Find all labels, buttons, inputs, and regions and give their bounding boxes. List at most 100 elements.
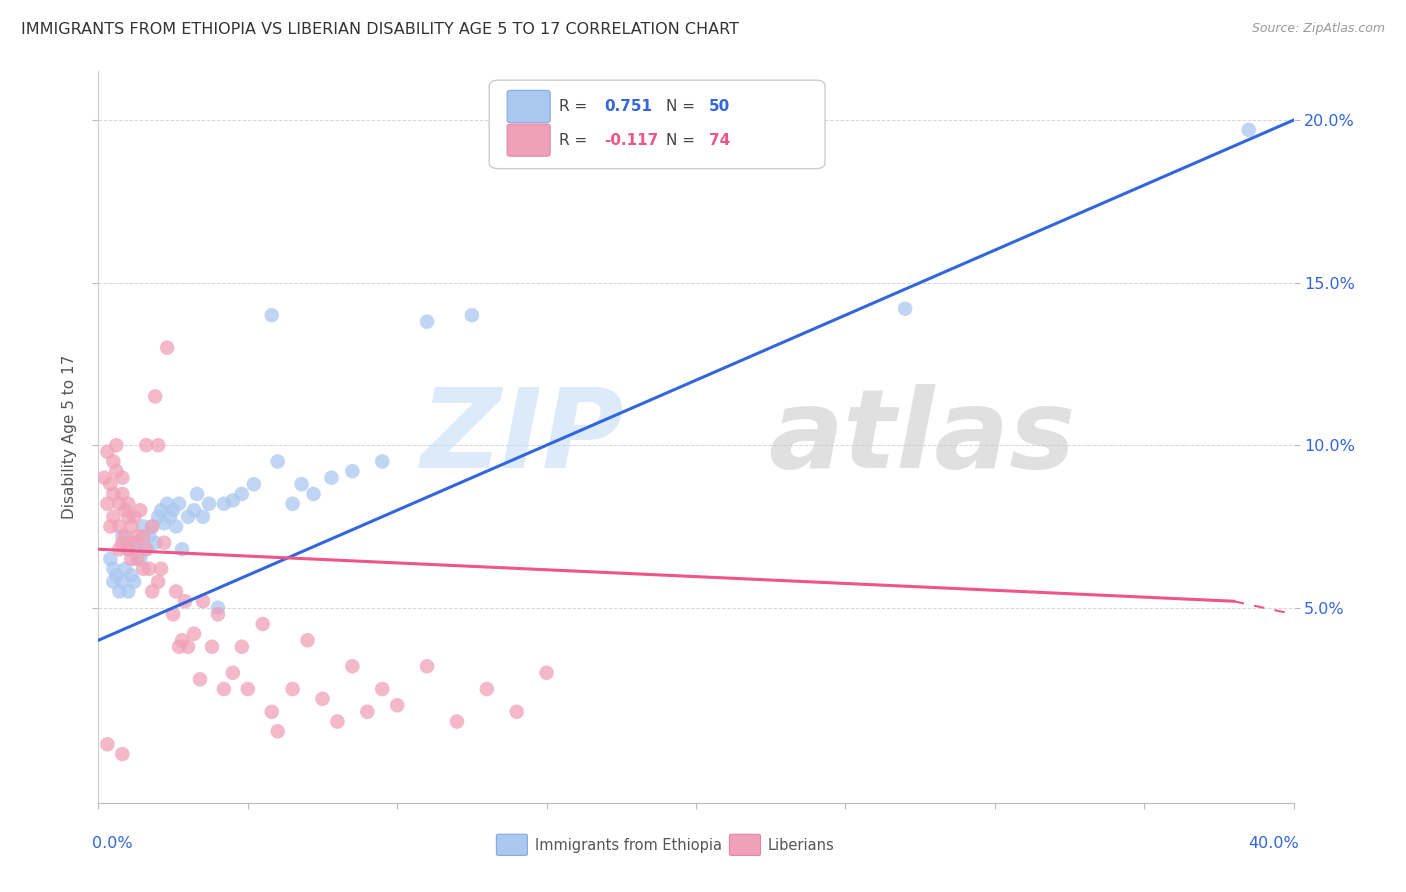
Point [108,542,131,557]
Point [291,477,314,491]
Point [103,487,125,501]
Point [188,673,211,687]
Point [138,562,160,576]
Point [114,562,136,576]
Point [98,519,122,533]
Point [135,542,157,557]
Point [1237,123,1260,137]
Point [153,535,176,549]
Point [132,562,155,576]
Point [172,633,194,648]
FancyBboxPatch shape [489,80,825,169]
Point [162,607,184,622]
Point [103,562,125,576]
Point [93,471,115,485]
Point [127,529,149,543]
Point [117,542,139,557]
Text: Source: ZipAtlas.com: Source: ZipAtlas.com [1251,22,1385,36]
Point [475,681,498,696]
Point [356,705,378,719]
Text: 0.751: 0.751 [605,99,652,114]
Text: 0.0%: 0.0% [93,836,134,851]
Text: 50: 50 [709,99,730,114]
Point [281,681,304,696]
Point [124,535,146,549]
Text: 74: 74 [709,133,730,147]
Point [111,471,134,485]
Point [198,497,221,511]
Text: IMMIGRANTS FROM ETHIOPIA VS LIBERIAN DISABILITY AGE 5 TO 17 CORRELATION CHART: IMMIGRANTS FROM ETHIOPIA VS LIBERIAN DIS… [21,22,740,37]
Point [124,509,146,524]
Point [111,529,134,543]
Point [260,705,283,719]
Point [111,535,134,549]
Point [114,529,136,543]
Text: -0.117: -0.117 [605,133,658,147]
Text: atlas: atlas [768,384,1076,491]
Point [120,519,142,533]
Point [236,681,259,696]
Point [141,519,163,533]
Point [191,594,214,608]
Point [148,574,170,589]
Point [124,574,146,589]
Point [105,438,128,452]
Point [177,640,200,654]
Point [281,497,304,511]
Point [103,574,125,589]
Point [98,552,122,566]
Point [141,519,163,533]
Point [326,714,349,729]
Point [536,665,558,680]
Point [127,535,149,549]
Text: Immigrants from Ethiopia: Immigrants from Ethiopia [534,838,721,853]
Point [321,471,343,485]
Point [111,747,134,761]
Point [150,562,173,576]
Point [148,509,170,524]
Point [165,519,187,533]
Point [117,542,139,557]
Point [506,705,529,719]
Point [117,497,139,511]
Point [297,633,319,648]
Y-axis label: Disability Age 5 to 17: Disability Age 5 to 17 [62,355,77,519]
Point [311,691,333,706]
Point [267,454,290,468]
Point [111,574,134,589]
Text: 40.0%: 40.0% [1249,836,1299,851]
Point [132,529,155,543]
Point [153,516,176,531]
Point [260,308,283,322]
Point [132,519,155,533]
Point [231,487,253,501]
Point [207,607,229,622]
Point [108,497,131,511]
Point [231,640,253,654]
Point [135,542,157,557]
Point [177,509,200,524]
Point [894,301,917,316]
Point [416,659,439,673]
Point [461,308,484,322]
Text: R =: R = [558,99,592,114]
Point [156,341,179,355]
Point [252,617,274,632]
Point [108,519,131,533]
Point [143,535,166,549]
Point [207,600,229,615]
Point [167,497,190,511]
Point [141,584,163,599]
Point [167,640,190,654]
Point [183,503,205,517]
Point [267,724,290,739]
Point [162,503,184,517]
Point [98,477,122,491]
Point [174,594,197,608]
Point [105,464,128,478]
Point [117,509,139,524]
Point [342,464,364,478]
Point [129,552,152,566]
Text: Liberians: Liberians [768,838,834,853]
Point [96,444,118,458]
